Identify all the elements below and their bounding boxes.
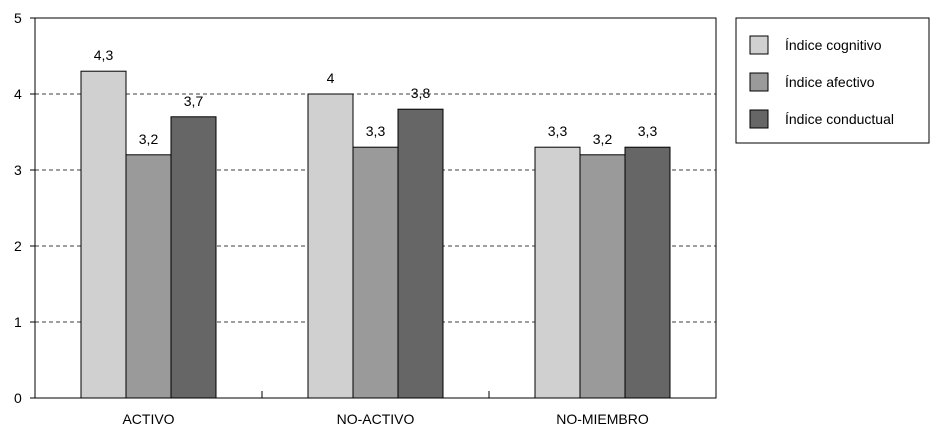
legend-swatch (749, 72, 769, 92)
legend-swatch (749, 109, 769, 129)
bar (534, 146, 581, 399)
y-tick-label: 2 (14, 238, 22, 254)
x-category-label: NO-MIEMBRO (556, 411, 649, 427)
bar-value-label: 3,2 (593, 131, 613, 147)
bar (352, 146, 399, 399)
bar-value-label: 3,3 (548, 123, 568, 139)
legend-label: Índice cognitivo (785, 37, 882, 53)
legend-label: Índice conductual (785, 111, 894, 127)
plot-area: 0 1 2 3 4 5 4,3 3,2 3,7 ACTIVO 4 3,3 3,8 NO-ACTIVO 3,3… (14, 10, 717, 427)
bar-value-label: 3,7 (184, 93, 204, 109)
bar (579, 154, 626, 399)
bar (125, 154, 172, 399)
x-category-label: ACTIVO (122, 411, 174, 427)
bar-value-label: 4 (327, 70, 335, 86)
bar (80, 70, 127, 399)
bar-value-label: 3,3 (366, 123, 386, 139)
bar-value-label: 4,3 (94, 47, 114, 63)
legend-swatch (749, 35, 769, 55)
bar-value-label: 3,2 (139, 131, 159, 147)
bar (397, 108, 444, 399)
legend-label: Índice afectivo (785, 74, 875, 90)
bar (307, 93, 354, 399)
legend: Índice cognitivo Índice afectivo Índice co… (735, 17, 930, 144)
y-tick-label: 5 (14, 10, 22, 26)
y-tick-label: 3 (14, 162, 22, 178)
x-category-label: NO-ACTIVO (337, 411, 415, 427)
bar-value-label: 3,8 (411, 85, 431, 101)
bar-value-label: 3,3 (638, 123, 658, 139)
bar (624, 146, 671, 399)
y-tick-label: 0 (14, 390, 22, 406)
bar (170, 116, 217, 399)
y-tick-label: 4 (14, 86, 22, 102)
y-tick-label: 1 (14, 314, 22, 330)
